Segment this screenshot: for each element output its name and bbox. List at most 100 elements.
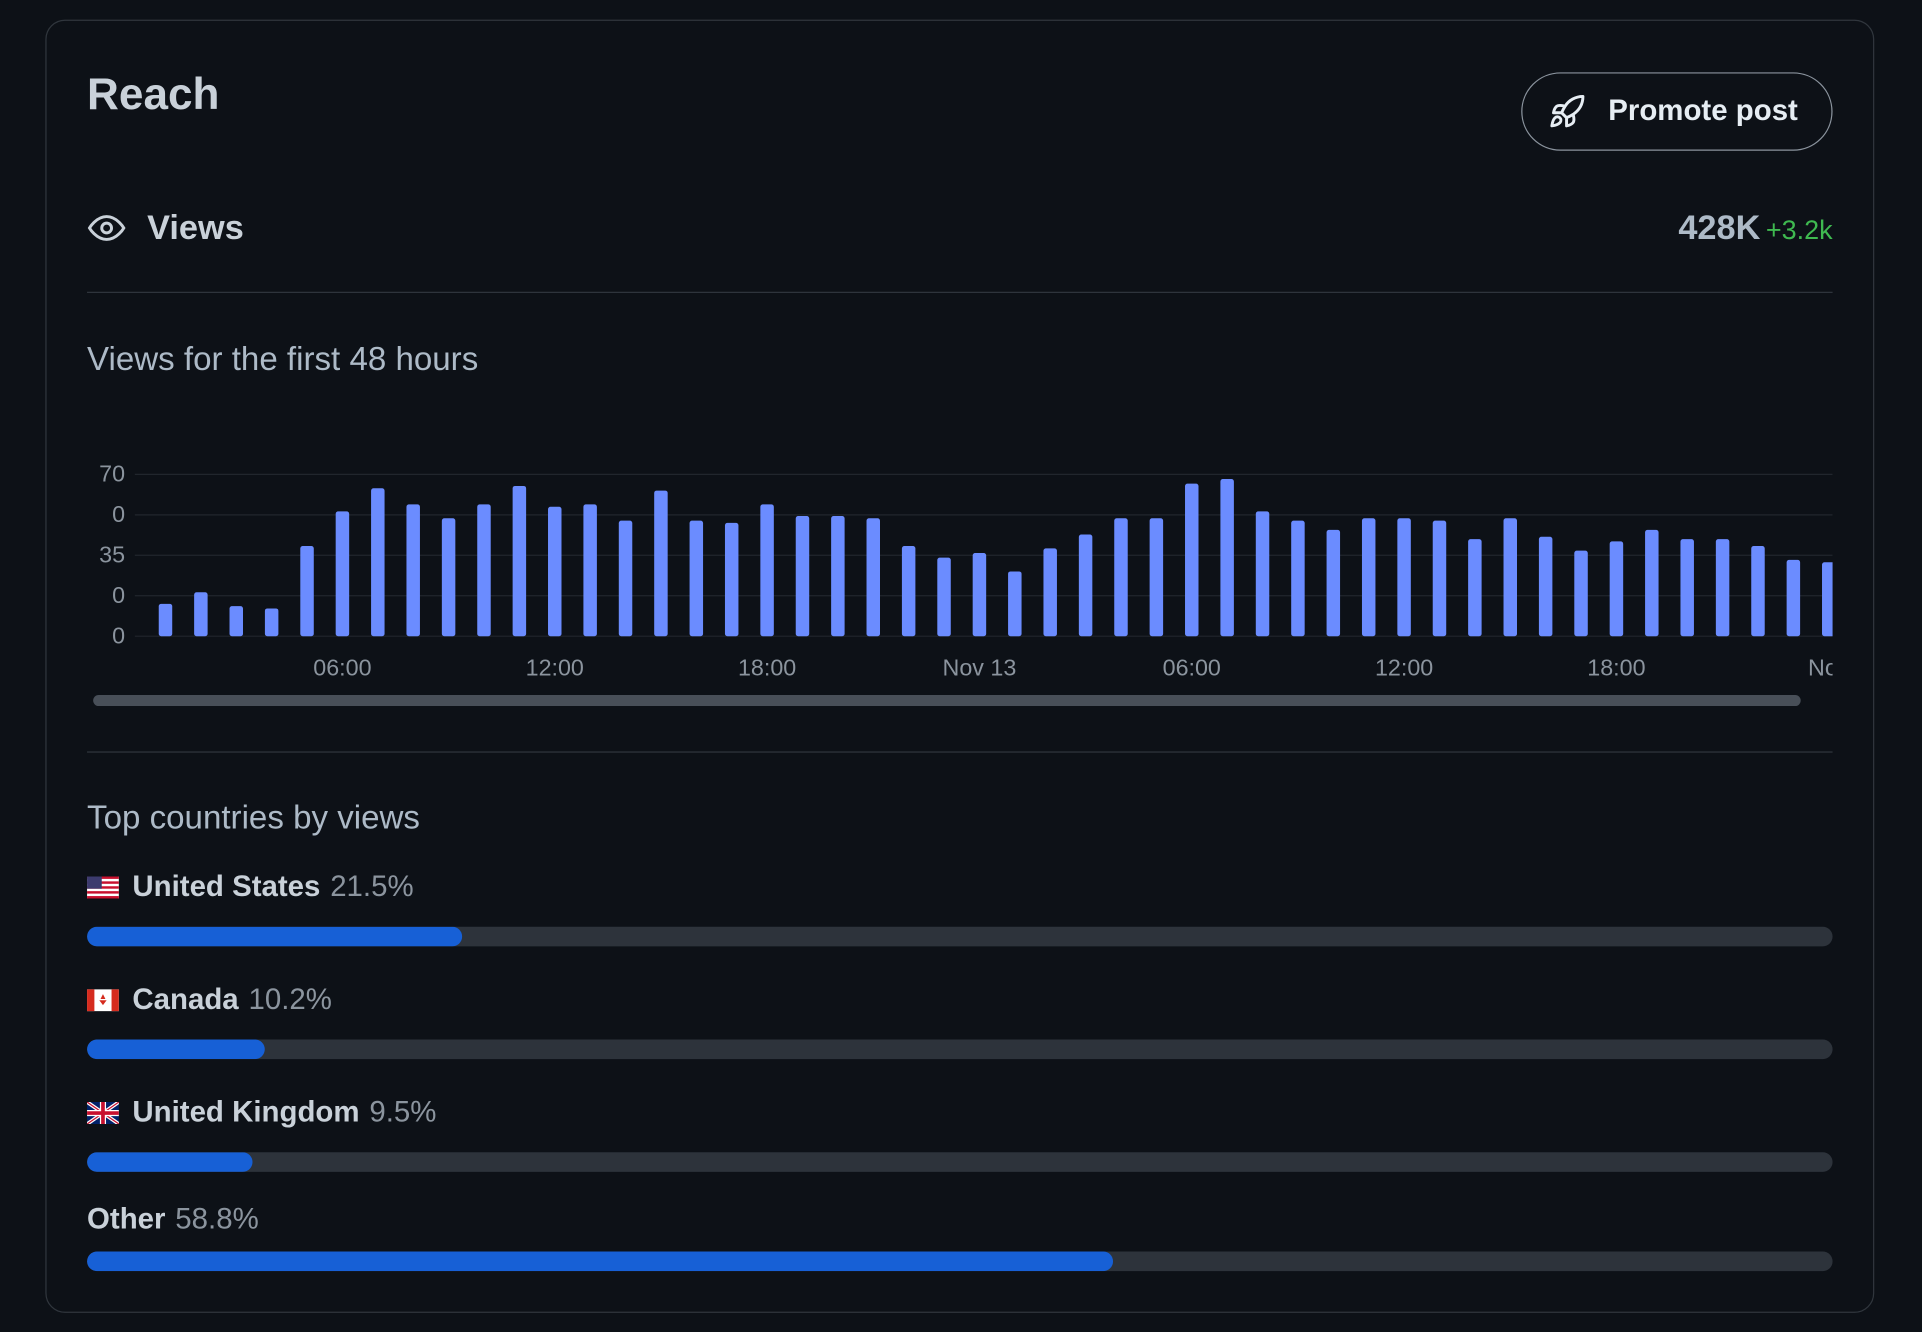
bar bbox=[901, 546, 916, 637]
bar bbox=[548, 506, 562, 637]
x-tick-label: Nov bbox=[1808, 654, 1833, 680]
progress-track bbox=[87, 1251, 1833, 1272]
bar bbox=[1609, 541, 1624, 637]
button-label[interactable]: Promote post bbox=[1608, 94, 1798, 128]
bar bbox=[1114, 518, 1128, 637]
bar bbox=[1149, 518, 1164, 637]
progress-track bbox=[87, 1039, 1833, 1060]
bar bbox=[229, 606, 244, 637]
bar bbox=[1043, 548, 1057, 637]
flag-icon bbox=[87, 989, 119, 1012]
progress-bar bbox=[87, 1251, 1114, 1272]
bar bbox=[1822, 562, 1833, 637]
country-name: United Kingdom bbox=[132, 1095, 360, 1129]
country-name: Canada bbox=[132, 983, 239, 1017]
x-tick-label: 18:00 bbox=[738, 654, 796, 680]
bar bbox=[937, 557, 951, 637]
country-label: Other 58.8% bbox=[87, 1203, 259, 1237]
bar bbox=[371, 488, 385, 637]
bar bbox=[1220, 479, 1234, 637]
x-tick-label: 12:00 bbox=[1375, 654, 1433, 680]
rocket-icon bbox=[1550, 94, 1585, 128]
x-tick-label: 06:00 bbox=[1163, 654, 1221, 680]
y-tick-label: 0 bbox=[112, 623, 125, 649]
y-tick-label: 0 bbox=[112, 582, 125, 608]
country-percent: 21.5% bbox=[330, 870, 414, 904]
bar bbox=[618, 520, 633, 637]
countries-title: Top countries by views bbox=[87, 799, 420, 836]
country-name: Other bbox=[87, 1202, 166, 1236]
progress-bar bbox=[87, 926, 463, 947]
scrollbar[interactable] bbox=[93, 695, 1801, 707]
bar bbox=[1361, 518, 1376, 637]
bar bbox=[724, 522, 739, 637]
progress-bar bbox=[87, 1039, 266, 1060]
country-percent: 58.8% bbox=[175, 1202, 259, 1236]
bar bbox=[760, 504, 774, 637]
bar bbox=[335, 511, 350, 637]
bar bbox=[1397, 518, 1411, 637]
bar bbox=[1078, 534, 1093, 637]
bar bbox=[866, 518, 881, 637]
bar bbox=[406, 504, 420, 637]
bar bbox=[1786, 559, 1801, 637]
title: Reach bbox=[87, 68, 220, 119]
bar bbox=[1538, 536, 1553, 637]
views-chart: 0 0 35 0 70 06:00 12:00 18:00 Nov 13 06:00 12:00 18… bbox=[99, 461, 1833, 680]
country-name: United States bbox=[132, 870, 321, 904]
country-percent: 9.5% bbox=[369, 1095, 437, 1129]
promote-button[interactable]: Promote post bbox=[1521, 72, 1833, 151]
bar bbox=[1291, 520, 1305, 637]
bar bbox=[1751, 546, 1765, 637]
bar bbox=[512, 485, 527, 637]
bar bbox=[1008, 571, 1022, 637]
bar bbox=[583, 504, 597, 637]
divider bbox=[87, 751, 1833, 753]
x-tick-label: 12:00 bbox=[526, 654, 584, 680]
progress-track bbox=[87, 1152, 1833, 1172]
bar bbox=[831, 515, 845, 637]
eye-icon bbox=[87, 215, 126, 241]
flag-icon bbox=[87, 876, 119, 899]
y-tick-label: 0 bbox=[112, 501, 125, 527]
card bbox=[45, 19, 1875, 1313]
bar bbox=[795, 515, 810, 637]
divider bbox=[87, 291, 1833, 293]
bar bbox=[194, 592, 208, 637]
views-delta: +3.2k bbox=[1765, 214, 1833, 246]
views-total: 428K +3.2k bbox=[1678, 208, 1832, 247]
views-label: Views bbox=[147, 208, 244, 247]
plot-area bbox=[158, 479, 1833, 637]
progress-track bbox=[87, 926, 1833, 947]
country-label: Canada 10.2% bbox=[87, 983, 332, 1017]
bar bbox=[689, 520, 704, 637]
bar bbox=[158, 603, 173, 637]
x-tick-label: Nov 13 bbox=[943, 654, 1017, 680]
bar bbox=[1680, 539, 1694, 637]
country-percent: 10.2% bbox=[248, 983, 332, 1017]
chart-subtitle: Views for the first 48 hours bbox=[87, 340, 479, 378]
bar bbox=[1432, 520, 1447, 637]
bar bbox=[264, 608, 279, 637]
bar bbox=[1503, 518, 1518, 637]
flag-icon bbox=[87, 1101, 119, 1125]
bar bbox=[1645, 529, 1659, 637]
bar bbox=[1468, 539, 1482, 637]
bar bbox=[300, 546, 314, 637]
bar bbox=[1185, 483, 1199, 637]
bar bbox=[1326, 529, 1341, 637]
bar bbox=[1574, 550, 1588, 637]
country-label: United Kingdom 9.5% bbox=[87, 1096, 436, 1130]
country-label: United States 21.5% bbox=[87, 870, 414, 904]
bar bbox=[1255, 511, 1270, 637]
x-tick-label: 18:00 bbox=[1587, 654, 1645, 680]
bar bbox=[1715, 539, 1730, 637]
x-tick-label: 06:00 bbox=[313, 654, 371, 680]
bar bbox=[654, 490, 668, 637]
progress-bar bbox=[87, 1152, 253, 1172]
bar bbox=[441, 518, 456, 637]
views-value: 428K bbox=[1678, 208, 1761, 247]
y-tick-label: 35 bbox=[99, 542, 125, 568]
